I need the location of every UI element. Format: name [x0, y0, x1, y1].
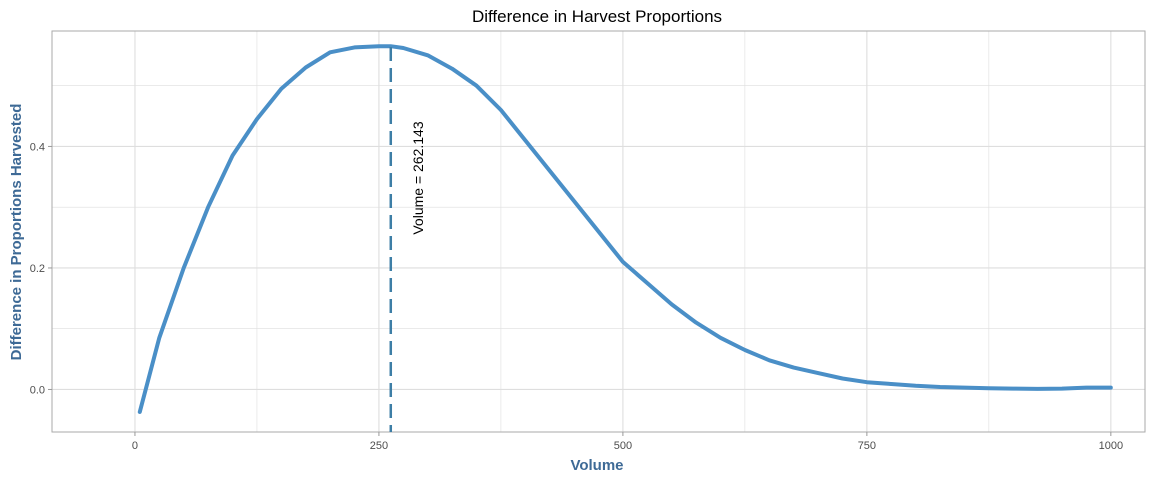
y-tick-label: 0.2: [30, 263, 45, 275]
x-tick-label: 750: [858, 440, 876, 452]
x-axis-title: Volume: [570, 457, 623, 474]
x-tick-label: 250: [370, 440, 388, 452]
chart-title: Difference in Harvest Proportions: [472, 7, 722, 26]
vline-annotation: Volume = 262.143: [410, 121, 426, 234]
panel-border: [51, 30, 1146, 433]
y-tick-label: 0.4: [30, 141, 45, 153]
x-tick-label: 0: [132, 440, 138, 452]
x-tick-label: 500: [614, 440, 632, 452]
x-tick-label: 1000: [1099, 440, 1123, 452]
series-line: [137, 44, 1113, 414]
axis-ticks: 0 250 500 750 1000 0.0 0.2 0.4: [30, 141, 1123, 452]
y-axis-title: Difference in Proportions Harvested: [8, 104, 25, 361]
y-tick-label: 0.0: [30, 384, 45, 396]
